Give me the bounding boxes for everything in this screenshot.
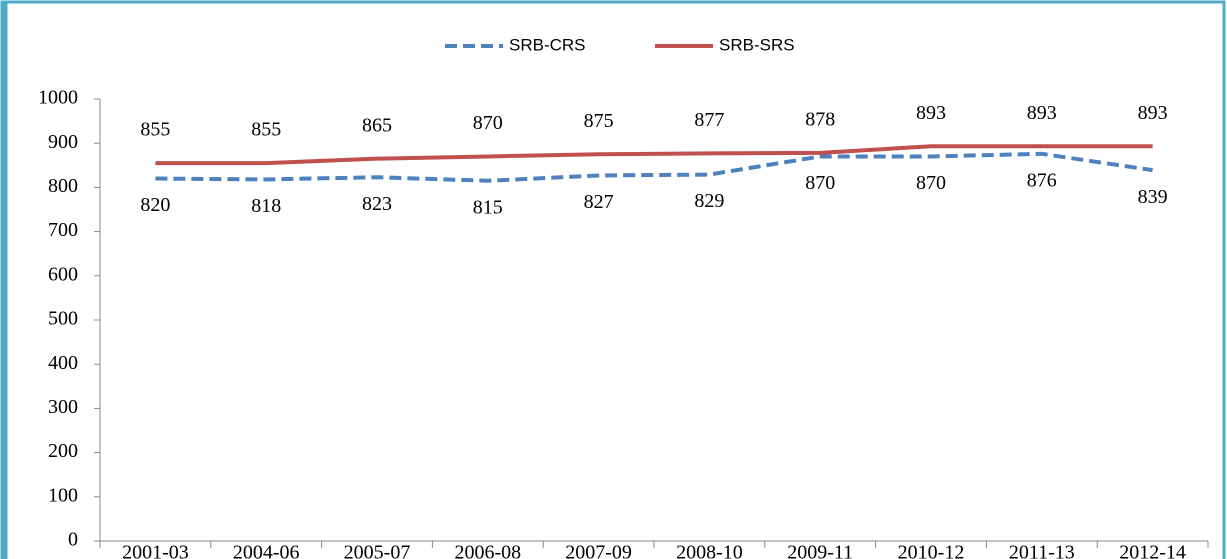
- y-tick-label: 1000: [38, 87, 78, 109]
- data-label: 875: [584, 110, 614, 132]
- data-label: 870: [805, 172, 835, 194]
- x-tick-label: 2010-12: [898, 542, 965, 559]
- x-tick-label: 2011-13: [1009, 542, 1075, 559]
- series-line: [155, 151, 1153, 183]
- x-tick-label: 2008-10: [676, 542, 743, 559]
- x-tick-label: 2006-08: [454, 542, 521, 559]
- data-label: 823: [362, 193, 392, 215]
- x-tick-label: 2009-11: [787, 542, 853, 559]
- x-tick-label: 2001-03: [122, 542, 189, 559]
- x-tick-label: 2012-14: [1119, 542, 1186, 559]
- data-label: 818: [251, 195, 281, 217]
- data-label: 876: [1027, 169, 1057, 191]
- data-label: 877: [694, 109, 724, 131]
- data-label: 827: [584, 191, 614, 213]
- data-label: 855: [251, 119, 281, 141]
- y-tick-label: 600: [48, 263, 78, 285]
- y-tick-label: 0: [68, 529, 78, 551]
- series-line: [155, 144, 1153, 166]
- data-label: 815: [473, 196, 503, 218]
- data-label: 829: [694, 190, 724, 212]
- data-label: 878: [805, 109, 835, 131]
- y-tick-label: 700: [48, 219, 78, 241]
- y-tick-label: 300: [48, 396, 78, 418]
- data-label: 839: [1138, 186, 1168, 208]
- y-tick-label: 200: [48, 440, 78, 462]
- x-tick-label: 2007-09: [565, 542, 632, 559]
- legend-label: SRB-CRS: [509, 35, 586, 54]
- y-tick-label: 100: [48, 484, 78, 506]
- data-label: 870: [473, 112, 503, 134]
- y-tick-label: 900: [48, 131, 78, 153]
- data-label: 870: [916, 172, 946, 194]
- data-label: 893: [1027, 102, 1057, 124]
- data-label: 893: [916, 102, 946, 124]
- data-label: 820: [140, 194, 170, 216]
- y-tick-label: 800: [48, 175, 78, 197]
- legend-label: SRB-SRS: [719, 35, 795, 54]
- x-tick-label: 2004-06: [233, 542, 300, 559]
- x-tick-label: 2005-07: [344, 542, 411, 559]
- y-tick-label: 400: [48, 352, 78, 374]
- data-label: 855: [140, 119, 170, 141]
- data-label: 865: [362, 114, 392, 136]
- y-tick-label: 500: [48, 308, 78, 330]
- data-label: 893: [1138, 102, 1168, 124]
